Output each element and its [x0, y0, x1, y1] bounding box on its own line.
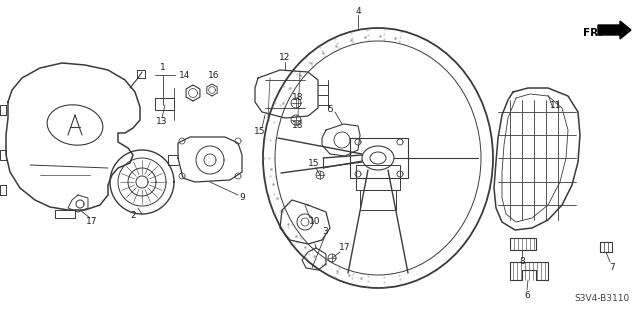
Text: 4: 4 [355, 6, 361, 16]
Text: 11: 11 [550, 100, 562, 109]
Text: 3: 3 [322, 227, 328, 236]
Text: 1: 1 [160, 63, 166, 72]
Text: 15: 15 [308, 160, 320, 168]
Text: 2: 2 [130, 211, 136, 219]
Text: 17: 17 [339, 243, 351, 253]
Text: 13: 13 [156, 117, 168, 127]
Text: 18: 18 [292, 93, 304, 101]
Text: FR.: FR. [583, 28, 602, 38]
Text: 15: 15 [254, 128, 266, 137]
Text: 6: 6 [524, 292, 530, 300]
Text: 16: 16 [208, 71, 220, 80]
Text: 8: 8 [519, 257, 525, 266]
Text: S3V4-B3110: S3V4-B3110 [575, 294, 630, 303]
Text: 17: 17 [86, 218, 98, 226]
Text: 18: 18 [292, 121, 304, 130]
Text: 9: 9 [239, 194, 245, 203]
Text: 14: 14 [179, 71, 191, 80]
Text: 12: 12 [279, 53, 291, 62]
Text: 10: 10 [309, 218, 321, 226]
Polygon shape [598, 21, 631, 39]
Text: 5: 5 [327, 106, 333, 115]
Text: 7: 7 [609, 263, 615, 272]
